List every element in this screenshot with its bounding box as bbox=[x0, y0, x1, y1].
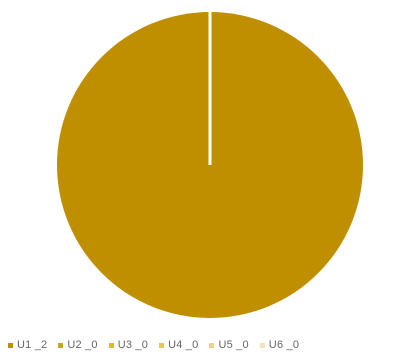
legend-item-5: U5 _0 bbox=[209, 339, 249, 351]
legend-item-2: U2 _0 bbox=[58, 339, 98, 351]
legend-label: U6 _0 bbox=[268, 339, 300, 351]
legend-swatch bbox=[159, 342, 165, 348]
legend-label: U5 _0 bbox=[218, 339, 249, 351]
legend-swatch bbox=[108, 342, 114, 348]
legend-item-1: U1 _2 bbox=[8, 339, 47, 351]
legend-label: U1 _2 bbox=[17, 339, 48, 351]
legend-item-4: U4 _0 bbox=[159, 339, 198, 351]
legend-label: U2 _0 bbox=[67, 339, 98, 351]
legend-swatch bbox=[259, 342, 265, 348]
legend-item-3: U3 _0 bbox=[108, 339, 149, 351]
pie-chart bbox=[57, 12, 363, 318]
chart-legend: U1 _2 U2 _0 U3 _0 U4 _0 U5 _0 U6 _0 bbox=[8, 335, 299, 355]
legend-item-6: U6 _0 bbox=[259, 339, 300, 351]
legend-swatch bbox=[58, 342, 64, 348]
legend-swatch bbox=[8, 342, 13, 348]
legend-label: U4 _0 bbox=[168, 339, 199, 351]
legend-label: U3 _0 bbox=[117, 339, 149, 351]
legend-swatch bbox=[209, 342, 215, 348]
